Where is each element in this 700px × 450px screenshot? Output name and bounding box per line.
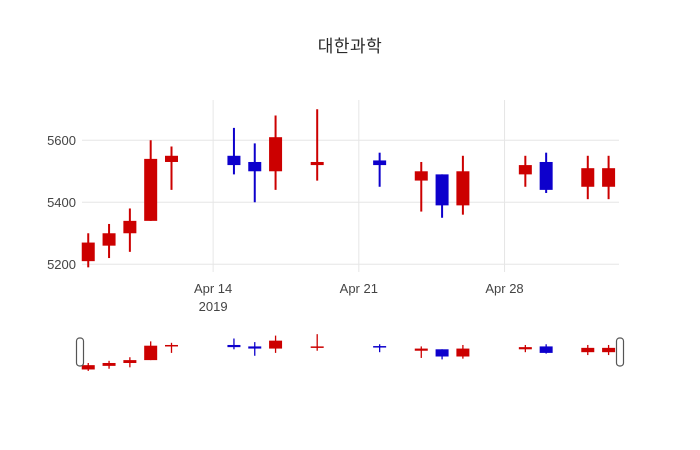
rangeslider-candle-body-2019-04-16 xyxy=(248,346,262,349)
rangeslider-candle-body-2019-05-03 xyxy=(602,347,616,353)
rangeslider-candle-body-2019-04-25 xyxy=(435,349,449,357)
candle-body-2019-04-25 xyxy=(435,174,449,206)
candle-body-2019-04-08 xyxy=(81,242,95,262)
candle-body-2019-04-10 xyxy=(123,220,137,234)
candle-body-2019-05-02 xyxy=(581,168,595,187)
candle-body-2019-04-24 xyxy=(414,171,428,181)
rangeslider-candle-body-2019-04-29 xyxy=(518,347,532,350)
rangeslider-candle-body-2019-04-24 xyxy=(414,348,428,351)
rangeslider-track[interactable] xyxy=(80,329,621,375)
candle-body-2019-04-16 xyxy=(248,161,262,172)
candle-body-2019-04-22 xyxy=(373,160,387,166)
candle-body-2019-04-30 xyxy=(539,161,553,190)
rangeslider-candle-body-2019-04-09 xyxy=(102,362,116,366)
rangeslider-candle-body-2019-04-11 xyxy=(144,345,158,361)
candle-body-2019-04-11 xyxy=(144,158,158,221)
x-tick-label: Apr 14 xyxy=(194,281,232,296)
rangeslider-right-handle[interactable] xyxy=(615,337,625,367)
candle-body-2019-04-26 xyxy=(456,171,470,206)
x-tick-label: Apr 28 xyxy=(485,281,523,296)
candle-body-2019-05-03 xyxy=(602,168,616,187)
x-tick-label: Apr 21 xyxy=(340,281,378,296)
plot-area[interactable] xyxy=(82,100,619,272)
rangeslider-candle-body-2019-04-22 xyxy=(373,346,387,348)
x-tick-sublabel: 2019 xyxy=(199,299,228,314)
chart-title: 대한과학 xyxy=(317,37,383,56)
rangeslider-candle-body-2019-04-26 xyxy=(456,348,470,357)
rangeslider-candle-body-2019-04-12 xyxy=(165,344,178,347)
rangeslider-candle-body-2019-05-02 xyxy=(581,347,595,353)
candle-body-2019-04-29 xyxy=(518,165,532,175)
candle-body-2019-04-17 xyxy=(269,137,283,172)
rangeslider-candle-body-2019-04-19 xyxy=(310,346,324,348)
candle-body-2019-04-15 xyxy=(227,155,241,166)
candle-body-2019-04-12 xyxy=(165,155,178,162)
rangeslider-candle-body-2019-04-30 xyxy=(539,346,553,353)
candle-body-2019-04-19 xyxy=(310,161,324,166)
candle-body-2019-04-09 xyxy=(102,233,116,246)
rangeslider-candle-body-2019-04-08 xyxy=(81,365,95,370)
rangeslider-candle-body-2019-04-10 xyxy=(123,360,137,363)
y-tick-label: 5400 xyxy=(47,195,76,210)
y-tick-label: 5200 xyxy=(47,257,76,272)
rangeslider-candle-body-2019-04-15 xyxy=(227,344,241,348)
y-tick-label: 5600 xyxy=(47,133,76,148)
rangeslider-left-handle[interactable] xyxy=(75,337,85,367)
rangeslider-candle-body-2019-04-17 xyxy=(269,340,283,349)
